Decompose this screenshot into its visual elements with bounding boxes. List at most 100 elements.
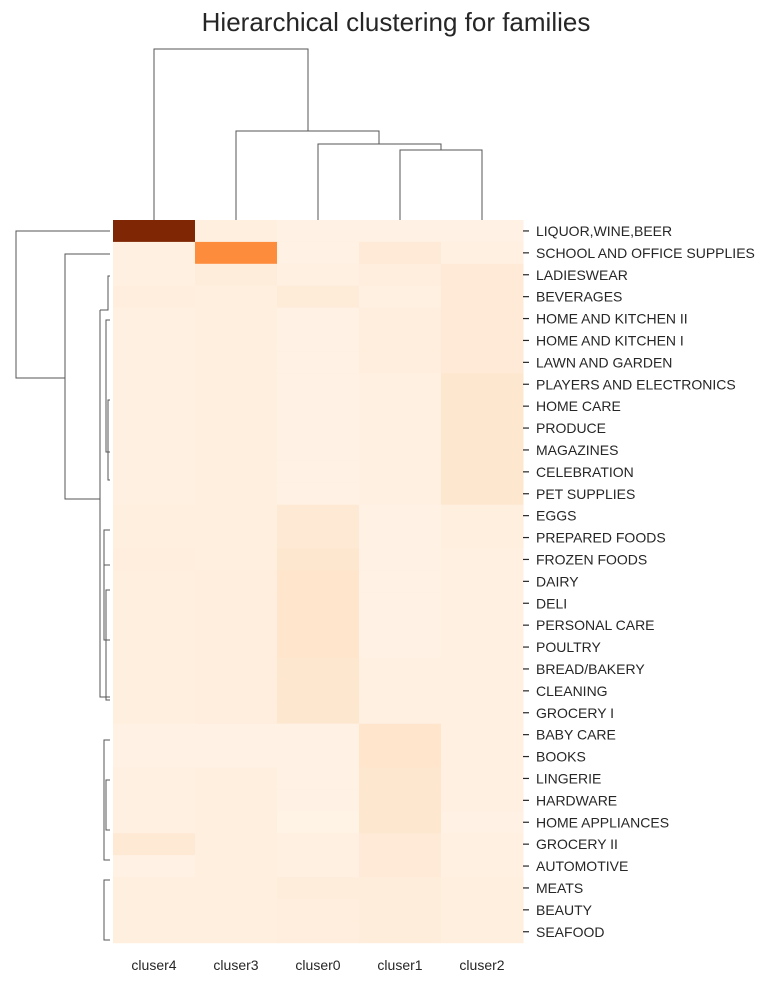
heatmap-cell (277, 395, 360, 418)
heatmap-cell (195, 789, 278, 812)
heatmap-cell (441, 439, 524, 462)
heatmap-cell (113, 417, 196, 440)
row-label: BOOKS (536, 749, 586, 765)
heatmap-cell (195, 614, 278, 637)
heatmap-cell (277, 745, 360, 768)
heatmap-cell (441, 329, 524, 352)
heatmap-cell (277, 614, 360, 637)
heatmap-cell (441, 855, 524, 878)
heatmap-cell (113, 263, 196, 287)
row-label: BEAUTY (536, 902, 593, 918)
heatmap-cell (195, 877, 278, 900)
heatmap-cell (113, 570, 196, 593)
row-label: HARDWARE (536, 792, 617, 808)
heatmap-cell (113, 701, 196, 725)
heatmap-cell (359, 220, 442, 243)
heatmap-cell (441, 723, 524, 747)
heatmap-cell (277, 417, 360, 440)
heatmap-cell (113, 920, 196, 944)
row-label: DELI (536, 595, 567, 611)
heatmap-cell (195, 373, 278, 396)
heatmap-cell (113, 307, 196, 330)
heatmap-cell (195, 285, 278, 309)
heatmap-cell (195, 658, 278, 681)
row-label: POULTRY (536, 639, 601, 655)
heatmap-cell (441, 307, 524, 330)
heatmap-cell (195, 263, 278, 287)
row-dendro-link-g (103, 565, 110, 641)
heatmap-cell (359, 285, 442, 309)
heatmap-cell (195, 570, 278, 593)
heatmap-cell (441, 833, 524, 856)
heatmap-cell (441, 920, 524, 944)
row-dendro-link-k (103, 879, 110, 941)
heatmap-cell (113, 220, 196, 243)
heatmap-cell (113, 460, 196, 484)
heatmap-cell (195, 241, 278, 265)
heatmap-cell (113, 855, 196, 878)
heatmap-cell (113, 636, 196, 659)
col-dendro-link-a (235, 130, 380, 220)
heatmap-cell (441, 877, 524, 900)
heatmap-cell (195, 920, 278, 944)
heatmap-cell (359, 679, 442, 703)
heatmap-cell (441, 482, 524, 506)
heatmap-cell (195, 592, 278, 615)
row-label: PREPARED FOODS (536, 530, 666, 546)
heatmap-cell (277, 789, 360, 812)
row-labels: LIQUOR,WINE,BEER SCHOOL AND OFFICE SUPPLI… (523, 223, 755, 940)
heatmap-cell (195, 548, 278, 571)
row-label: PET SUPPLIES (536, 486, 635, 502)
heatmap-cell (359, 570, 442, 593)
heatmap-cell (113, 592, 196, 615)
row-label: HOME AND KITCHEN II (536, 311, 688, 327)
heatmap-cell (441, 570, 524, 593)
heatmap-cell (113, 877, 196, 900)
heatmap-cell (195, 504, 278, 528)
heatmap-cell (277, 285, 360, 309)
row-label: HOME CARE (536, 398, 621, 414)
heatmap-cell (195, 351, 278, 374)
heatmap-cell (441, 460, 524, 484)
heatmap-cell (113, 373, 196, 396)
heatmap-cell (195, 395, 278, 418)
heatmap-cell (359, 526, 442, 549)
heatmap-cell (359, 504, 442, 528)
row-label: HOME AND KITCHEN I (536, 332, 684, 348)
heatmap-cell (277, 482, 360, 506)
row-label: AUTOMOTIVE (536, 858, 628, 874)
heatmap-cell (277, 833, 360, 856)
heatmap-cell (277, 767, 360, 790)
heatmap-cell (195, 220, 278, 243)
heatmap-cell (277, 241, 360, 265)
row-label: HOME APPLIANCES (536, 814, 669, 830)
heatmap-cell (359, 920, 442, 944)
heatmap-cell (113, 789, 196, 812)
heatmap-cell (359, 351, 442, 374)
heatmap-cell (359, 460, 442, 484)
heatmap-cell (359, 439, 442, 462)
heatmap-cell (277, 592, 360, 615)
heatmap-cell (277, 307, 360, 330)
heatmap-cell (113, 833, 196, 856)
row-label: BEVERAGES (536, 289, 622, 305)
row-dendrogram (15, 230, 110, 941)
heatmap-cell (359, 241, 442, 265)
heatmap-cell (441, 548, 524, 571)
heatmap-cell (277, 658, 360, 681)
heatmap-cell (359, 417, 442, 440)
row-label: MEATS (536, 880, 583, 896)
column-label: cluser4 (131, 957, 176, 973)
heatmap-cell (113, 898, 196, 922)
row-dendro-link-root (15, 230, 110, 379)
heatmap-cell (441, 745, 524, 768)
heatmap-cell (277, 373, 360, 396)
row-dendro-link-j (105, 779, 110, 831)
heatmap-cell (277, 898, 360, 922)
heatmap-cell (195, 307, 278, 330)
heatmap-cell (277, 460, 360, 484)
heatmap-cell (195, 679, 278, 703)
heatmap-cell (113, 723, 196, 747)
heatmap-cell (441, 241, 524, 265)
heatmap-cell (359, 877, 442, 900)
